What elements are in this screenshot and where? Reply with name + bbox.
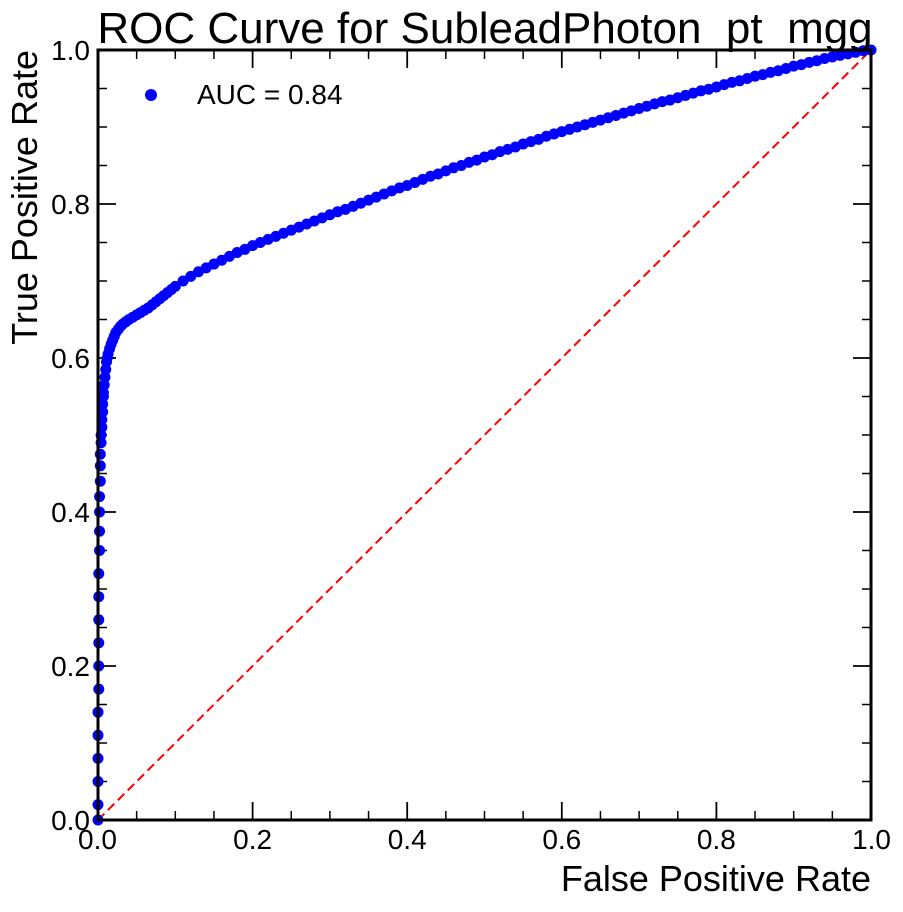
x-tick-label: 0.0 [78,824,117,855]
y-tick-labels: 0.0 0.2 0.4 0.6 0.8 1.0 [51,35,90,836]
diagonal-line [97,49,872,821]
roc-point [94,448,106,460]
roc-points [92,44,877,826]
x-tick-labels: 0.0 0.2 0.4 0.6 0.8 1.0 [78,824,891,855]
x-axis-label: False Positive Rate [561,858,871,899]
y-tick-label: 0.8 [51,189,90,220]
roc-point [94,506,106,518]
plot-frame [96,48,873,822]
roc-point [94,545,106,556]
x-tick-label: 0.4 [388,824,427,855]
diagonal-reference-line [97,49,872,821]
legend: AUC = 0.84 [145,79,343,110]
roc-point [97,406,109,418]
y-tick-label: 1.0 [51,35,90,66]
roc-point [94,475,106,487]
legend-marker [145,89,157,101]
roc-point [94,460,106,472]
x-tick-label: 0.8 [697,824,736,855]
y-axis-label: True Positive Rate [4,50,45,345]
x-tick-label: 0.6 [542,824,581,855]
y-tick-label: 0.2 [51,651,90,682]
y-tick-label: 0.6 [51,343,90,374]
chart-title: ROC Curve for SubleadPhoton_pt_mgg [97,4,872,53]
x-tick-label: 1.0 [852,824,891,855]
y-tick-label: 0.0 [51,805,90,836]
y-tick-label: 0.4 [51,497,90,528]
roc-point [169,280,181,292]
x-tick-label: 0.2 [233,824,272,855]
roc-point [94,525,106,537]
legend-label: AUC = 0.84 [197,79,343,110]
roc-point [94,491,106,503]
